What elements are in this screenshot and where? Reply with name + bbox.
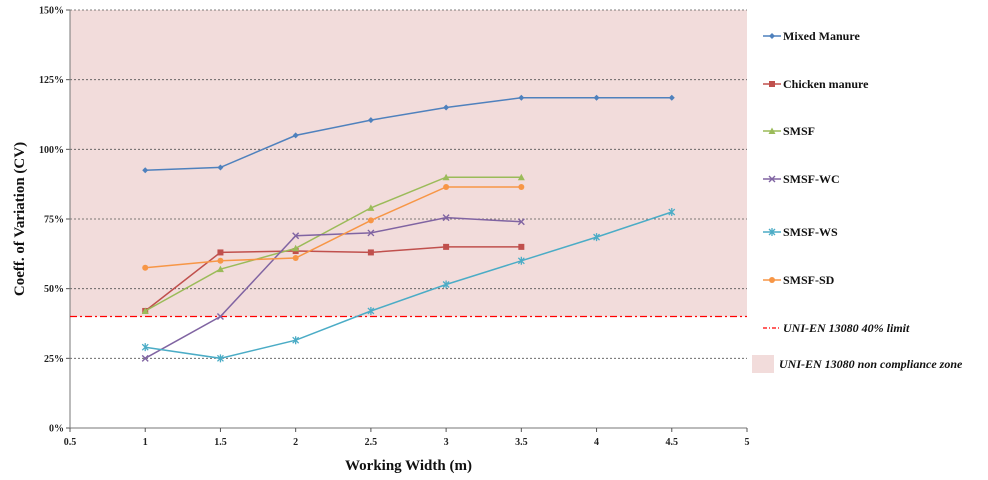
data-point-smsf — [367, 204, 375, 211]
data-point-chicken-manure — [518, 243, 525, 250]
x-tick-label: 0.5 — [64, 437, 77, 448]
y-tick-label: 25% — [44, 354, 64, 365]
x-tick-label: 4 — [594, 437, 599, 448]
data-point-smsf-ws — [216, 354, 224, 363]
data-point-chicken-manure — [217, 249, 224, 256]
x-tick-label: 2.5 — [365, 437, 378, 448]
legend-label-mixed-manure: Mixed Manure — [783, 29, 860, 43]
y-axis-title: Coeff. of Variation (CV) — [12, 142, 28, 296]
data-point-smsf-ws — [442, 280, 450, 289]
x-tick-label: 3 — [444, 437, 449, 448]
legend-marker-smsf — [768, 127, 776, 134]
data-point-smsf-wc — [292, 232, 300, 240]
gridlines — [70, 9, 747, 359]
series-line-smsf-ws — [145, 211, 673, 360]
data-point-smsf-sd — [443, 183, 450, 190]
data-point-smsf-sd — [292, 255, 299, 262]
data-point-smsf-ws — [593, 233, 601, 242]
x-tick-label: 4.5 — [666, 437, 679, 448]
series-smsf-wc — [141, 214, 525, 362]
y-tick-label: 150% — [39, 6, 64, 17]
y-tick-label: 50% — [44, 284, 64, 295]
y-tick-label: 0% — [49, 424, 64, 435]
legend-item-chicken-manure: Chicken manure — [763, 77, 869, 91]
data-point-smsf — [517, 173, 525, 181]
x-tick-label: 5 — [745, 437, 750, 448]
data-point-mixed-manure — [443, 104, 450, 111]
data-point-smsf-ws — [292, 336, 300, 345]
series-line-smsf-sd — [145, 186, 522, 269]
data-point-smsf-wc — [367, 229, 375, 237]
data-point-mixed-manure — [518, 94, 525, 101]
legend-label-smsf: SMSF — [783, 124, 815, 138]
data-point-smsf-ws — [517, 256, 525, 265]
series-mixed-manure — [142, 94, 675, 174]
data-point-smsf-ws — [668, 208, 676, 217]
data-point-smsf-wc — [141, 354, 149, 362]
data-point-smsf-wc — [216, 313, 224, 321]
data-point-mixed-manure — [367, 117, 374, 124]
non-compliance-zone — [70, 10, 747, 317]
legend-label-limit: UNI-EN 13080 40% limit — [783, 321, 910, 335]
tick-labels: 0% 25% 50% 75% 100% 125% 150% 0.5 1 1.5 2 2.5 3 3.5 4 4… — [39, 6, 750, 449]
data-point-smsf-wc — [517, 218, 525, 226]
x-axis-title: Working Width (m) — [345, 458, 472, 474]
series-smsf-ws — [141, 208, 676, 363]
data-point-chicken-manure — [367, 249, 374, 256]
series — [141, 94, 676, 363]
data-point-smsf-ws — [141, 343, 149, 352]
legend-item-smsf-sd: SMSF-SD — [763, 273, 835, 287]
data-point-chicken-manure — [443, 243, 450, 250]
series-line-smsf-wc — [144, 216, 522, 359]
data-point-smsf — [141, 307, 149, 314]
data-point-mixed-manure — [668, 94, 675, 101]
legend-label-smsf-wc: SMSF-WC — [783, 172, 840, 186]
legend-marker-smsf-wc — [768, 175, 776, 183]
series-smsf — [141, 173, 525, 314]
data-point-mixed-manure — [142, 167, 149, 174]
legend-item-smsf: SMSF — [763, 124, 815, 138]
y-tick-label: 125% — [39, 75, 64, 86]
series-smsf-sd — [142, 183, 525, 271]
x-tick-label: 1.5 — [214, 437, 227, 448]
data-point-smsf-wc — [442, 214, 450, 222]
legend: Mixed Manure Chicken manure SMSF SMSF-WC SMS… — [752, 29, 963, 373]
data-point-smsf-sd — [217, 257, 224, 264]
legend-marker-smsf-ws — [768, 228, 776, 236]
legend-marker-mixed-manure — [769, 33, 775, 39]
non-compliance-zone-area — [70, 10, 747, 317]
data-point-mixed-manure — [593, 94, 600, 101]
legend-label-chicken-manure: Chicken manure — [783, 77, 869, 91]
legend-label-smsf-ws: SMSF-WS — [783, 225, 838, 239]
data-point-smsf-sd — [367, 217, 374, 224]
data-point-mixed-manure — [217, 164, 224, 171]
legend-marker-chicken-manure — [769, 81, 775, 87]
data-point-smsf — [216, 265, 224, 273]
data-point-smsf — [292, 244, 300, 252]
legend-swatch-zone — [752, 355, 774, 373]
legend-label-smsf-sd: SMSF-SD — [783, 273, 835, 287]
axes — [66, 9, 748, 432]
legend-label-zone: UNI-EN 13080 non compliance zone — [779, 357, 963, 371]
legend-item-zone: UNI-EN 13080 non compliance zone — [752, 355, 963, 373]
series-line-smsf — [144, 176, 522, 312]
x-tick-label: 1 — [143, 437, 148, 448]
data-point-mixed-manure — [292, 132, 299, 139]
data-point-smsf-ws — [367, 306, 375, 315]
data-point-smsf-sd — [518, 183, 525, 190]
y-tick-label: 75% — [44, 215, 64, 226]
legend-item-smsf-wc: SMSF-WC — [763, 172, 840, 186]
x-tick-label: 2 — [293, 437, 298, 448]
legend-item-limit: UNI-EN 13080 40% limit — [763, 321, 910, 335]
series-line-mixed-manure — [145, 97, 672, 171]
legend-item-smsf-ws: SMSF-WS — [763, 225, 838, 239]
y-tick-label: 100% — [39, 145, 64, 156]
legend-item-mixed-manure: Mixed Manure — [763, 29, 860, 43]
x-tick-label: 3.5 — [515, 437, 528, 448]
legend-marker-smsf-sd — [769, 277, 775, 283]
data-point-smsf — [442, 173, 450, 181]
data-point-smsf-sd — [142, 264, 149, 271]
